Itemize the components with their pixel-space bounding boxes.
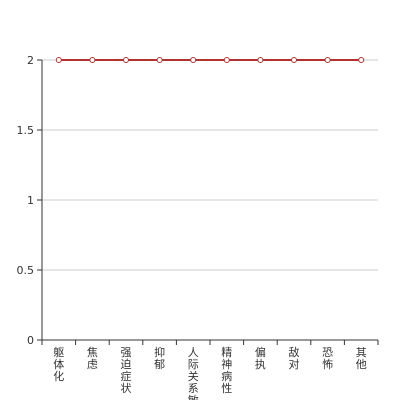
axes [37, 59, 379, 345]
x-tick-label: 精神病性 [221, 346, 232, 395]
data-point[interactable] [291, 57, 297, 63]
x-tick-label: 焦虑 [87, 346, 98, 371]
y-tick-label: 0 [27, 334, 34, 347]
x-tick-label: 人际关系敏感 [188, 346, 199, 400]
data-point[interactable] [156, 57, 163, 63]
y-tick-label: 1.5 [17, 124, 35, 137]
x-tick-label: 敌对 [289, 345, 300, 371]
x-tick-label: 躯体化 [53, 346, 64, 383]
x-tick-label: 抑郁 [154, 345, 165, 371]
data-point[interactable] [358, 57, 365, 63]
x-tick-label: 恐怖 [322, 346, 333, 371]
x-tick-label: 强迫症状 [121, 346, 132, 395]
data-point[interactable] [89, 57, 96, 63]
grid-lines [42, 59, 378, 271]
y-tick-label: 1 [27, 194, 34, 207]
data-point[interactable] [55, 57, 62, 63]
data-point[interactable] [223, 57, 230, 63]
y-tick-label: 2 [27, 54, 34, 67]
y-tick-label: 0.5 [17, 264, 35, 277]
data-point[interactable] [190, 57, 197, 63]
data-point[interactable] [123, 57, 129, 63]
x-tick-label: 其他 [356, 346, 367, 371]
data-point[interactable] [324, 57, 331, 63]
data-point[interactable] [257, 57, 264, 63]
series-group [55, 57, 365, 63]
x-tick-label: 偏执 [255, 345, 266, 371]
